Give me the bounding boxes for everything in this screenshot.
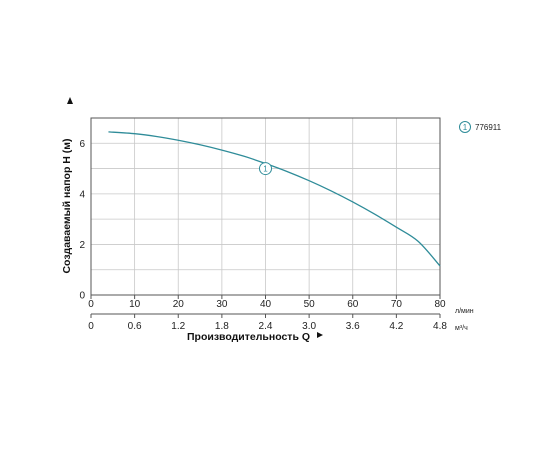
curve-marker: 1 — [259, 162, 272, 176]
x-tick-label-m3h: 3.6 — [346, 321, 360, 332]
legend: 1 776911 — [459, 121, 502, 133]
y-tick-label: 4 — [79, 189, 85, 200]
legend-marker-label: 1 — [463, 123, 468, 132]
y-axis-ticks: 0 2 4 6 — [79, 139, 85, 302]
x-tick-label-m3h: 0.6 — [128, 321, 142, 332]
x-tick-label-m3h: 1.8 — [215, 321, 229, 332]
curve-marker-label: 1 — [263, 165, 268, 174]
x-tick-label-lpm: 20 — [173, 299, 185, 310]
y-axis-title: Создаваемый напор H (м) — [61, 138, 73, 273]
legend-series-name: 776911 — [475, 123, 502, 132]
x-axis-title: Производительность Q — [187, 331, 310, 343]
x-axis-unit-m3h: м³/ч — [455, 325, 468, 332]
grid-lines — [90, 118, 441, 295]
series-line-776911 — [108, 131, 441, 267]
x-tick-label-m3h: 0 — [88, 321, 94, 332]
legend-marker — [459, 121, 471, 133]
x-tick-label-lpm: 80 — [434, 299, 446, 310]
y-tick-label: 0 — [79, 291, 85, 302]
x-tick-label-lpm: 10 — [129, 299, 141, 310]
y-tick-label: 2 — [79, 240, 85, 251]
x-axis-arrow-icon — [317, 332, 323, 338]
x-axis-lpm: 0 10 20 30 40 50 60 70 80 — [88, 294, 446, 310]
x-tick-label-m3h: 4.8 — [433, 321, 447, 332]
x-tick-label-lpm: 50 — [304, 299, 316, 310]
y-tick-label: 6 — [79, 139, 85, 150]
x-tick-label-lpm: 40 — [260, 299, 272, 310]
x-tick-label-lpm: 70 — [391, 299, 403, 310]
x-axis-unit-lpm: л/мин — [455, 308, 474, 315]
x-tick-label-m3h: 4.2 — [389, 321, 403, 332]
x-tick-label-lpm: 60 — [347, 299, 359, 310]
x-axis-m3h: 0 0.6 1.2 1.8 2.4 3.0 3.6 4.2 4.8 — [88, 313, 447, 332]
x-tick-label-lpm: 30 — [216, 299, 228, 310]
x-tick-label-m3h: 3.0 — [302, 321, 316, 332]
x-tick-label-m3h: 1.2 — [171, 321, 185, 332]
x-tick-label-lpm: 0 — [88, 299, 94, 310]
y-axis-arrow-icon — [67, 97, 73, 104]
curve-marker-circle — [259, 162, 272, 176]
x-tick-label-m3h: 2.4 — [259, 321, 273, 332]
